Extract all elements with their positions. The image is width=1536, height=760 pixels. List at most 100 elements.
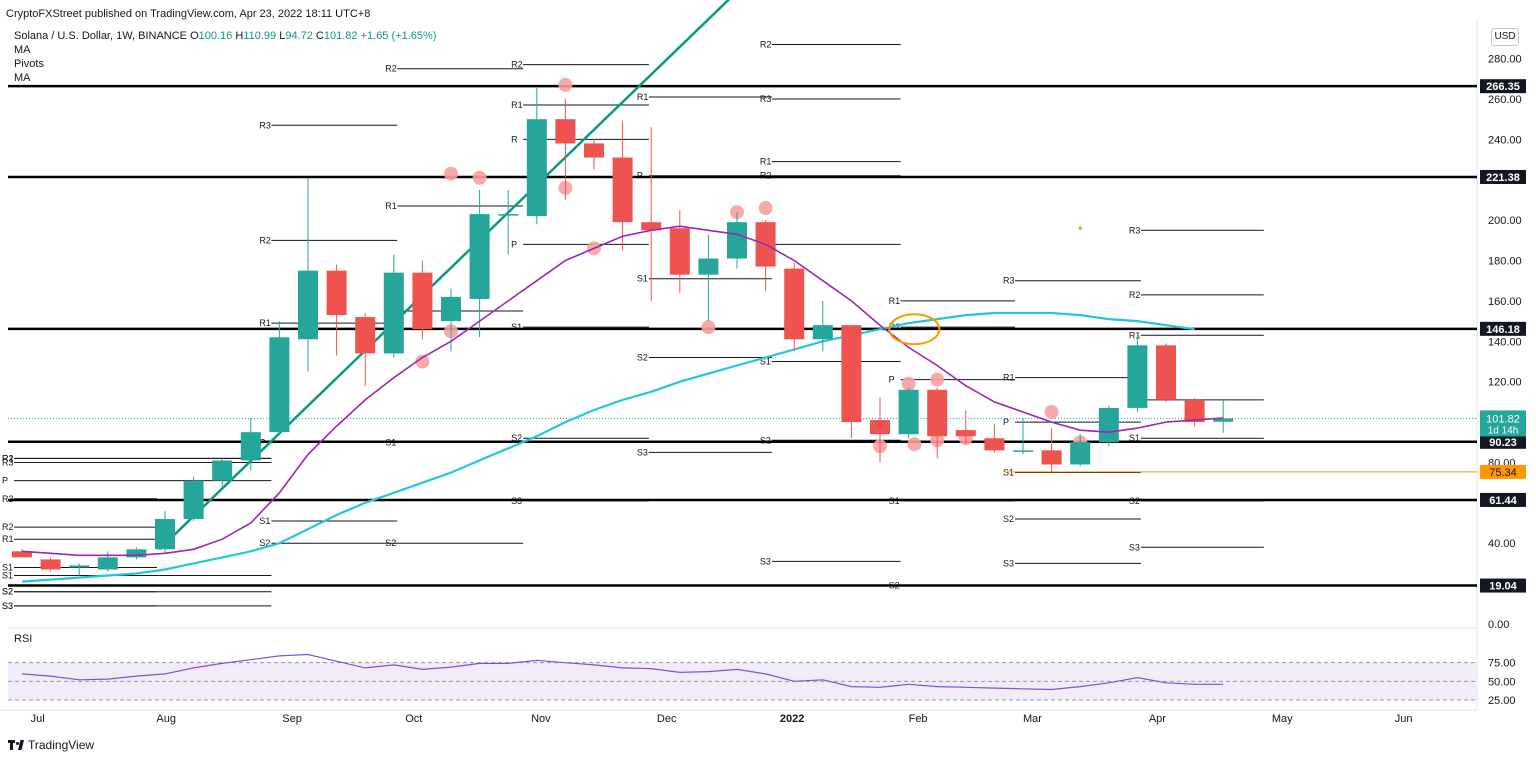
tradingview-logo[interactable]: TradingView: [8, 738, 94, 752]
pivot-label: S3: [2, 601, 13, 611]
pivot-label: R1: [637, 92, 649, 102]
candle-body: [812, 325, 833, 340]
marker-dot: [472, 170, 487, 185]
candle: [784, 262, 805, 352]
candle-body: [240, 432, 261, 461]
candle: [355, 313, 376, 386]
x-tick-label: Jul: [31, 713, 45, 725]
pivot-label: S3: [637, 447, 648, 457]
support-badge: [1480, 464, 1526, 479]
candle-body: [841, 325, 862, 423]
key-levels: 266.35 221.38 146.18 90.23 61.44 19.04: [8, 79, 1526, 593]
pivot-label: R3: [259, 120, 271, 130]
pivot-label: R1: [2, 453, 14, 463]
pivot-label: R1: [259, 318, 271, 328]
currency-button[interactable]: USD: [1491, 28, 1519, 46]
y-tick-label: 140.00: [1488, 336, 1522, 348]
candle: [898, 387, 919, 439]
support-label: 75.34: [1489, 467, 1517, 479]
candle-body: [469, 214, 490, 299]
candle-body: [641, 222, 662, 231]
pivot-label: R2: [259, 235, 271, 245]
indicator-ma-1[interactable]: MA: [14, 44, 31, 56]
candle: [412, 260, 433, 340]
candle: [584, 139, 604, 170]
candle: [155, 510, 175, 554]
candles: [12, 86, 1234, 576]
marker-dot: [930, 372, 945, 387]
indicator-ma-2[interactable]: MA: [14, 72, 31, 84]
key-level-badge: [1480, 492, 1526, 507]
rsi-tick-label: 25.00: [1488, 695, 1516, 707]
candle: [526, 86, 547, 225]
candle: [469, 189, 490, 338]
pivot-label: R: [511, 134, 518, 144]
key-level-badge: [1480, 434, 1526, 449]
candle-body: [1127, 345, 1148, 408]
candle-body: [1041, 450, 1062, 465]
countdown-label: 1d 14h: [1488, 425, 1519, 436]
marker-dot: [901, 376, 916, 391]
pivot-label: R1: [2, 534, 14, 544]
x-tick-label: May: [1272, 713, 1293, 725]
tradingview-logo-icon: [8, 740, 24, 750]
low-label: L: [279, 30, 286, 42]
candle-body: [326, 270, 347, 316]
candle-body: [355, 317, 376, 354]
candle: [1184, 397, 1205, 427]
pivot-label: R3: [2, 494, 14, 504]
candle: [269, 321, 290, 435]
rsi-line: [21, 653, 1224, 691]
symbol-label[interactable]: Solana / U.S. Dollar, 1W, BINANCE: [14, 30, 188, 42]
pivot-label: R2: [760, 171, 772, 181]
candle-body: [1070, 442, 1091, 465]
candle: [841, 325, 862, 439]
candle-body: [155, 519, 175, 550]
open-label: O: [190, 30, 199, 42]
candle: [984, 424, 1005, 453]
pivot-label: S2: [2, 587, 13, 597]
candle: [326, 264, 347, 356]
candle-body: [441, 296, 461, 322]
candle-body: [1184, 399, 1205, 423]
high-value: 110.99: [243, 30, 277, 42]
marker-dot: [415, 354, 430, 369]
candle-body: [383, 272, 404, 354]
x-tick-label: Nov: [531, 713, 551, 725]
candle: [240, 418, 261, 471]
x-tick-label: Sep: [282, 713, 302, 725]
key-level-label: 19.04: [1489, 581, 1517, 593]
candle-body: [612, 157, 633, 223]
indicator-pivots[interactable]: Pivots: [14, 58, 44, 70]
last-price-label: 101.82: [1486, 413, 1520, 425]
pivot-label: P: [637, 171, 643, 181]
candle: [870, 397, 890, 463]
key-level-label: 221.38: [1486, 172, 1520, 184]
candle-body: [498, 214, 519, 216]
pivot-levels: PR1R2R3S1S2S3R3R2R1S1S2S3R3R2R1PS1S2R2R1…: [2, 39, 1264, 611]
candle: [727, 212, 747, 269]
candle-body: [69, 565, 90, 568]
pivot-label: S2: [259, 538, 270, 548]
y-tick-label: 120.00: [1488, 377, 1522, 389]
marker-dot: [907, 437, 922, 452]
candle-body: [526, 119, 547, 217]
candle-body: [1156, 345, 1176, 400]
key-level-badge: [1480, 169, 1526, 184]
pivot-label: R2: [2, 453, 14, 463]
marker-dot: [444, 166, 458, 181]
pivot-label: S2: [385, 538, 396, 548]
pivot-label: S2: [2, 587, 13, 597]
candle-body: [1213, 418, 1234, 422]
low-value: 94.72: [285, 30, 313, 42]
candle: [298, 177, 318, 372]
candle-body: [870, 420, 890, 435]
candle-body: [1013, 450, 1033, 452]
pivot-label: P: [2, 476, 8, 486]
candle-body: [269, 337, 290, 433]
candle: [12, 549, 32, 558]
candle-body: [298, 270, 318, 340]
pivot-label: S3: [1129, 542, 1140, 552]
